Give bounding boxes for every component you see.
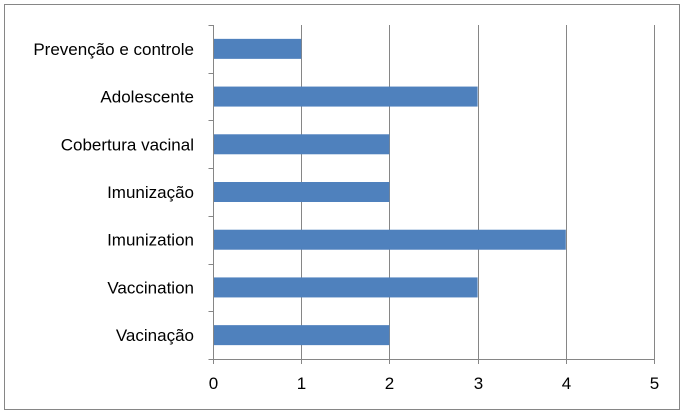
x-tick-label: 3 (474, 374, 483, 393)
x-tick-labels: 0 1 2 3 4 5 (209, 374, 659, 393)
y-category-label: Prevenção e controle (33, 40, 194, 59)
y-category-label: Imunização (107, 183, 194, 202)
bar (214, 277, 478, 298)
bar (214, 38, 302, 59)
y-tick-labels: Prevenção e controle Adolescente Cobertura… (33, 40, 194, 345)
x-tick-label: 2 (385, 374, 394, 393)
bar (214, 325, 390, 346)
bar (214, 86, 478, 107)
x-tick-label: 0 (209, 374, 218, 393)
gridlines (301, 25, 655, 359)
bar (214, 229, 566, 250)
y-category-label: Vacinação (116, 326, 194, 345)
y-category-label: Cobertura vacinal (61, 135, 194, 154)
y-category-label: Vaccination (107, 278, 194, 297)
axes (208, 25, 655, 364)
bar (214, 182, 390, 202)
bars (214, 38, 566, 346)
x-tick-label: 1 (297, 374, 306, 393)
x-tick-label: 5 (650, 374, 659, 393)
y-category-label: Imunization (107, 231, 194, 250)
x-tick-label: 4 (562, 374, 571, 393)
bar (214, 134, 390, 155)
y-category-label: Adolescente (100, 88, 194, 107)
